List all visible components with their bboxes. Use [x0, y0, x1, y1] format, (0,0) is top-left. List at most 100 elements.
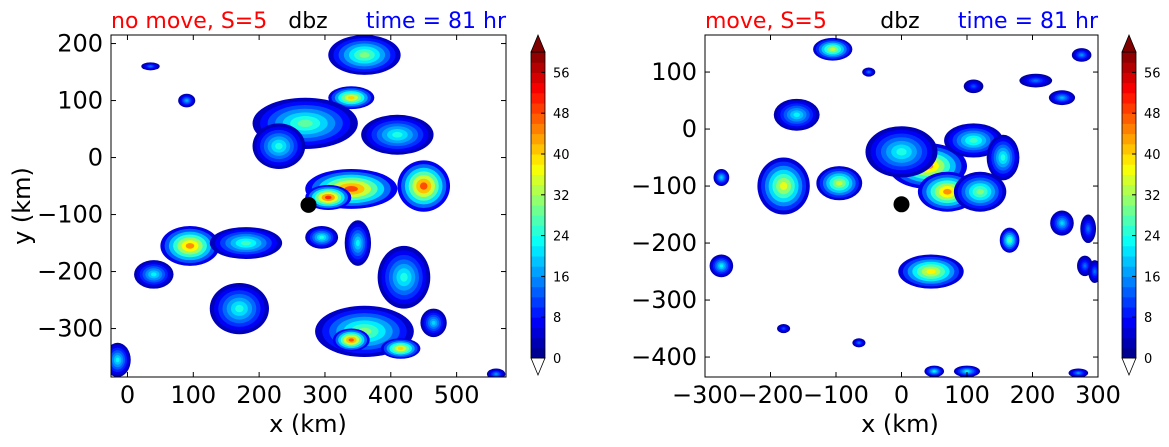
contour-level — [926, 269, 936, 274]
contour-level — [355, 239, 360, 247]
contour-level — [1060, 221, 1064, 225]
colorbar-segment — [1122, 266, 1136, 277]
reflectivity-cell — [924, 365, 945, 377]
contour-level — [836, 180, 843, 186]
colorbar-segment — [531, 256, 545, 267]
reflectivity-cell — [852, 338, 866, 348]
colorbar-tick-label: 48 — [1144, 107, 1161, 122]
plot-frame-left — [110, 34, 507, 378]
contour-level — [297, 119, 313, 128]
x-tick-label: 200 — [236, 381, 282, 409]
colorbar-segment — [531, 154, 545, 165]
x-axis-label: x (km) — [861, 410, 939, 438]
contour-level — [1093, 269, 1096, 274]
contour-level — [150, 272, 157, 277]
x-tick-label: −300 — [672, 381, 738, 409]
colorbar-segment — [1122, 174, 1136, 186]
colorbar-segment — [1122, 296, 1136, 308]
contour-level — [348, 338, 354, 342]
reflectivity-cell — [380, 338, 421, 359]
x-tick-label: 200 — [1010, 381, 1056, 409]
colorbar-segment — [1122, 347, 1136, 359]
x-tick-label: 0 — [894, 381, 909, 409]
colorbar-segment — [531, 347, 545, 359]
colorbar-segment — [1122, 72, 1136, 84]
contour-level — [719, 264, 724, 268]
y-tick-label: −300 — [37, 315, 103, 343]
contour-level — [185, 243, 195, 249]
x-axis-label: x (km) — [269, 410, 347, 438]
colorbar-segment — [1122, 317, 1136, 328]
colorbar-segment — [531, 103, 545, 114]
reflectivity-cell — [1019, 73, 1053, 88]
reflectivity-cell — [1080, 214, 1097, 244]
colorbar-segment — [1122, 225, 1136, 237]
contour-level — [359, 52, 370, 58]
contour-level — [494, 373, 498, 376]
y-tick-label: 200 — [57, 30, 103, 58]
contour-level — [829, 47, 836, 51]
colorbar-segment — [531, 113, 545, 124]
reflectivity-cell — [813, 37, 853, 61]
axis-ticks-left: 0 100 200 300 400 500 −300 −200 −100 0 100 200 — [37, 30, 506, 409]
colorbar-segment — [531, 307, 545, 318]
colorbar-segment — [1122, 82, 1136, 94]
colorbar-segment — [531, 82, 545, 94]
y-tick-label: −400 — [631, 343, 697, 371]
colorbar-segment — [1122, 205, 1136, 216]
x-tick-label: 300 — [1075, 381, 1121, 409]
colorbar-segment — [531, 184, 545, 196]
colorbar-extend-max — [530, 33, 546, 53]
y-tick-label: −100 — [631, 172, 697, 200]
colorbar-segment — [531, 133, 545, 145]
contour-level — [779, 181, 788, 191]
reflectivity-cell — [898, 254, 964, 289]
reflectivity-cell — [209, 227, 283, 260]
x-tick-label: −100 — [803, 381, 869, 409]
reflectivity-cell — [377, 245, 431, 309]
colorbar-segment — [531, 337, 545, 349]
x-tick-label: 0 — [120, 381, 135, 409]
y-tick-label: 100 — [651, 58, 697, 86]
reflectivity-cell — [209, 282, 269, 335]
reflectivity-cell — [328, 35, 401, 75]
reflectivity-cell — [953, 365, 981, 377]
colorbar-segment — [1122, 164, 1136, 175]
colorbar-segment — [1122, 133, 1136, 145]
plot-field-right — [709, 37, 1098, 377]
colorbar-segment — [1122, 245, 1136, 257]
reflectivity-cell — [865, 126, 938, 178]
contour-level — [185, 99, 188, 102]
contour-level — [115, 357, 120, 363]
reflectivity-cell — [328, 86, 375, 110]
storm-center-marker — [893, 196, 910, 213]
contour-level — [348, 96, 355, 100]
colorbar-segment — [531, 164, 545, 175]
colorbar-tick-label: 32 — [553, 189, 570, 204]
reflectivity-cell — [305, 184, 352, 210]
colorbar-tick-label: 56 — [553, 66, 570, 81]
reflectivity-cell — [1050, 210, 1074, 236]
colorbar-segment — [1122, 307, 1136, 318]
title-right-label: time = 81 hr — [958, 9, 1099, 34]
colorbar-segment — [531, 225, 545, 237]
colorbar-segment — [1122, 327, 1136, 339]
contour-level — [1083, 264, 1087, 268]
contour-level — [857, 341, 860, 344]
colorbar-frame — [1121, 51, 1137, 359]
x-tick-label: 100 — [170, 381, 216, 409]
colorbar-segment — [531, 327, 545, 339]
contour-level — [896, 148, 907, 156]
colorbar-tick-label: 56 — [1144, 66, 1161, 81]
colorbar-segment — [531, 296, 545, 308]
colorbar-segment — [531, 143, 545, 155]
colorbar-segment — [531, 123, 545, 135]
y-tick-label: −100 — [37, 201, 103, 229]
axis-ticks-right: −300 −200 −100 0 100 200 300−400−300−200−10001… — [631, 35, 1121, 409]
reflectivity-cell — [160, 225, 220, 266]
colorbar-segment — [531, 92, 545, 104]
colorbar-tick-label: 16 — [553, 270, 570, 285]
colorbar-segment — [1122, 92, 1136, 104]
reflectivity-cell — [178, 93, 196, 108]
colorbar-segment — [1122, 62, 1136, 73]
